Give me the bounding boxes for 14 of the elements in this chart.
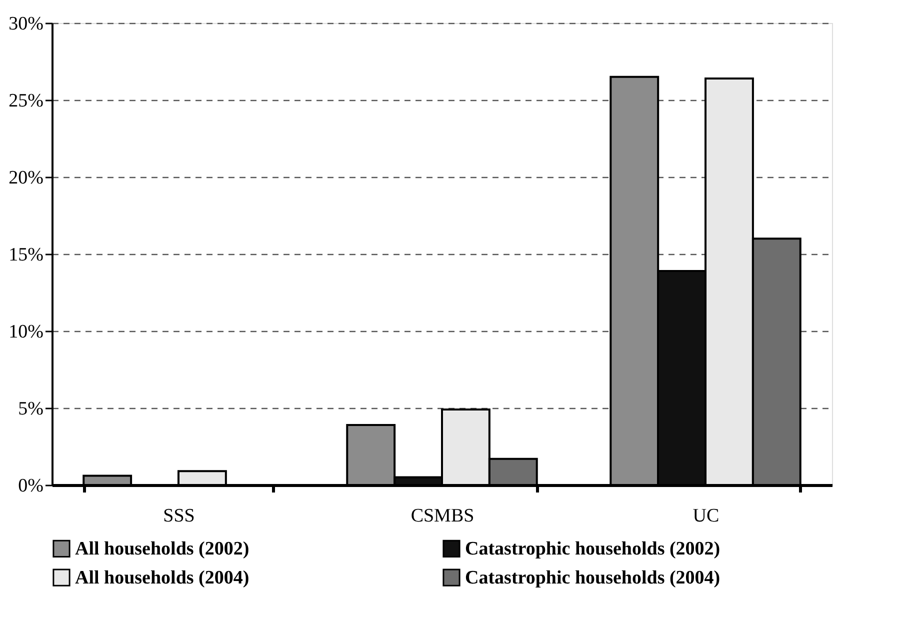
x-tick-label: UC [692, 506, 720, 526]
legend-label: Catastrophic households (2002) [465, 538, 720, 560]
y-tick-label: 25% [8, 90, 44, 112]
legend-label: All households (2004) [75, 568, 250, 588]
y-tick-label: 20% [8, 168, 44, 188]
y-tick-label: 10% [8, 322, 44, 342]
x-tick-label: SSS [163, 506, 195, 526]
y-tick-label: 15% [8, 244, 44, 266]
legend-label: All households (2002) [75, 538, 250, 560]
y-tick-label: 5% [18, 398, 44, 420]
x-tick-label: CSMBS [410, 506, 474, 526]
y-tick-label: 30% [8, 14, 44, 34]
y-tick-label: 0% [18, 476, 44, 496]
legend-label: Catastrophic households (2004) [465, 568, 720, 588]
